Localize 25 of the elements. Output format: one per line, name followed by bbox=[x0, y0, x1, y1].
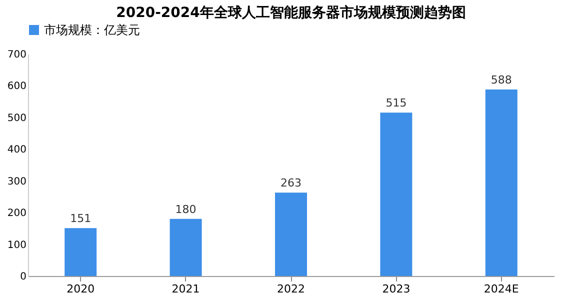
bar bbox=[485, 90, 518, 276]
data-label: 263 bbox=[280, 176, 302, 190]
y-tick-label: 600 bbox=[7, 81, 26, 92]
x-tick-label: 2022 bbox=[277, 282, 305, 296]
bar bbox=[170, 218, 202, 276]
y-tick-label: 0 bbox=[20, 272, 26, 282]
y-tick-label: 400 bbox=[7, 144, 26, 156]
x-tick-label: 2020 bbox=[66, 282, 95, 296]
x-tick-label: 2021 bbox=[172, 282, 200, 296]
y-tick-label: 100 bbox=[7, 240, 26, 251]
x-tick-label: 2023 bbox=[382, 282, 410, 296]
chart-title: 2020-2024年全球人工智能服务器市场规模预测趋势图 bbox=[116, 4, 466, 21]
data-label: 588 bbox=[490, 74, 512, 87]
bar bbox=[380, 112, 412, 276]
bar bbox=[64, 228, 97, 276]
y-tick-label: 300 bbox=[7, 176, 26, 188]
data-label: 515 bbox=[386, 96, 407, 110]
y-tick-label: 200 bbox=[7, 208, 26, 220]
y-tick-label: 700 bbox=[7, 50, 26, 60]
x-tick-label: 2024E bbox=[484, 282, 519, 296]
legend-label: 市场规模：亿美元 bbox=[44, 23, 140, 37]
bar bbox=[275, 192, 307, 276]
y-tick-label: 500 bbox=[7, 112, 26, 124]
data-label: 151 bbox=[70, 212, 92, 226]
data-label: 180 bbox=[175, 202, 196, 216]
